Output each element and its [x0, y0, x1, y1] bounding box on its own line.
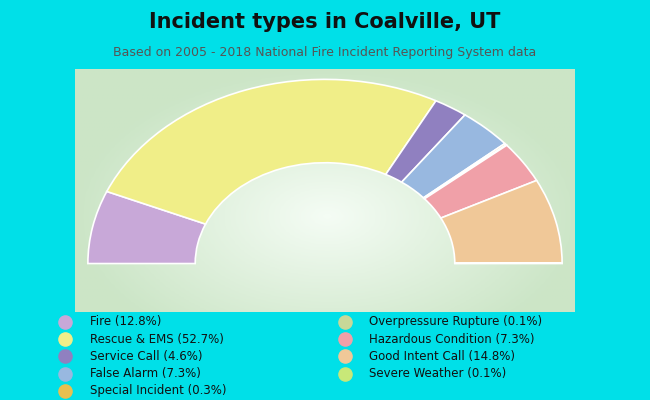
Text: Good Intent Call (14.8%): Good Intent Call (14.8%)	[369, 350, 515, 363]
Point	[339, 370, 350, 377]
Point	[60, 319, 70, 325]
Wedge shape	[423, 144, 506, 198]
Wedge shape	[402, 115, 505, 198]
Point	[60, 388, 70, 394]
Text: Rescue & EMS (52.7%): Rescue & EMS (52.7%)	[90, 333, 224, 346]
Text: False Alarm (7.3%): False Alarm (7.3%)	[90, 367, 201, 380]
Point	[339, 353, 350, 360]
Point	[60, 370, 70, 377]
Text: Hazardous Condition (7.3%): Hazardous Condition (7.3%)	[369, 333, 535, 346]
Point	[339, 336, 350, 342]
Text: Incident types in Coalville, UT: Incident types in Coalville, UT	[150, 12, 500, 32]
Point	[60, 353, 70, 360]
Wedge shape	[424, 145, 537, 218]
Text: Special Incident (0.3%): Special Incident (0.3%)	[90, 384, 226, 397]
Wedge shape	[455, 263, 562, 264]
Point	[339, 319, 350, 325]
Wedge shape	[107, 79, 436, 224]
Wedge shape	[424, 145, 507, 199]
Text: Based on 2005 - 2018 National Fire Incident Reporting System data: Based on 2005 - 2018 National Fire Incid…	[113, 46, 537, 59]
Wedge shape	[88, 192, 205, 264]
Wedge shape	[441, 180, 562, 263]
Text: Overpressure Rupture (0.1%): Overpressure Rupture (0.1%)	[369, 316, 542, 328]
Text: Service Call (4.6%): Service Call (4.6%)	[90, 350, 202, 363]
Text: Fire (12.8%): Fire (12.8%)	[90, 316, 161, 328]
Wedge shape	[385, 101, 465, 182]
Text: Severe Weather (0.1%): Severe Weather (0.1%)	[369, 367, 506, 380]
Point	[60, 336, 70, 342]
